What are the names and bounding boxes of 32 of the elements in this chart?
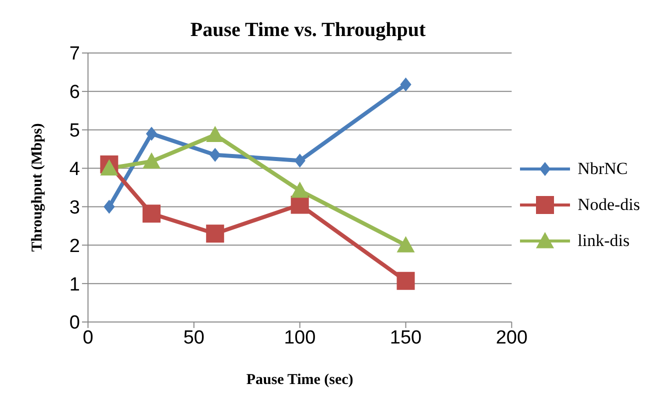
x-tick-label: 0 xyxy=(82,327,94,348)
x-tick-label: 100 xyxy=(284,327,316,348)
y-tick-label: 5 xyxy=(69,120,80,142)
point xyxy=(206,224,224,243)
point xyxy=(396,236,415,252)
y-tick-label: 7 xyxy=(69,44,80,65)
point xyxy=(400,78,412,92)
point xyxy=(294,154,306,168)
x-axis-title: Pause Time (sec) xyxy=(246,372,354,388)
point xyxy=(206,126,224,142)
point xyxy=(290,182,309,198)
legend-label: Node-dis xyxy=(578,195,640,215)
point xyxy=(100,159,118,176)
x-tick-label: 50 xyxy=(183,327,204,348)
legend-label: link-dis xyxy=(578,231,630,251)
y-tick-label: 2 xyxy=(69,236,80,257)
x-tick-label: 150 xyxy=(390,327,422,348)
legend-label: NbrNC xyxy=(578,159,628,179)
point xyxy=(210,148,221,162)
point xyxy=(142,204,161,223)
y-axis-title: Throughput (Mbps) xyxy=(29,123,46,252)
point xyxy=(142,152,161,169)
y-tick-label: 3 xyxy=(69,197,80,218)
point xyxy=(146,126,158,141)
point xyxy=(104,200,115,214)
chart-title: Pause Time vs. Throughput xyxy=(190,19,426,41)
y-tick-label: 6 xyxy=(69,82,80,104)
y-tick-label: 4 xyxy=(69,159,80,180)
y-tick-label: 1 xyxy=(69,274,80,296)
x-tick-label: 200 xyxy=(496,327,528,348)
y-tick-label: 0 xyxy=(69,312,80,334)
point xyxy=(396,272,415,290)
